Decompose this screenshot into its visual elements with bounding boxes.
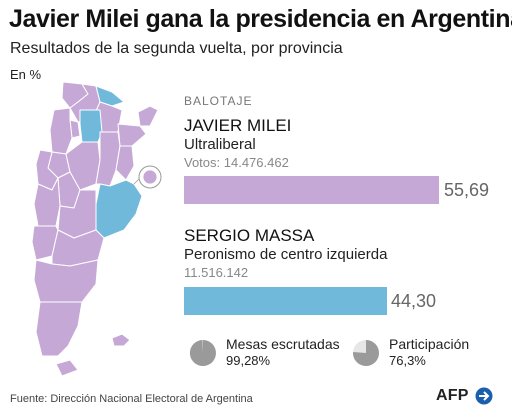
milei-result-bar [184,176,439,204]
province-corrientes [117,123,147,147]
unit-label: En % [10,67,42,82]
candidate-party: Ultraliberal [184,136,256,153]
participacion-value: 76,3% [389,353,426,368]
candidate-votes: 11.516.142 [184,265,249,280]
argentina-map [31,81,162,377]
province-cordoba [65,141,101,191]
islas-malvinas [111,333,131,347]
massa-percent: 44,30 [391,291,437,311]
afp-logo-text: AFP [436,387,469,404]
mesas-label: Mesas escrutadas [226,336,340,352]
province-mendoza [33,177,61,227]
massa-result-bar [184,287,387,315]
province-buenos-aires [95,179,143,239]
afp-logo-mark [475,387,493,405]
caba-region [142,169,158,185]
province-tierra-del-fuego [55,359,79,377]
province-entre-rios [115,145,135,181]
province-santa-fe [95,131,121,187]
afp-logo: AFP [436,387,493,405]
candidate-votes: Votos: 14.476.462 [184,155,289,170]
province-catamarca [49,107,73,155]
participacion-label: Participación [389,336,470,352]
candidate-name: SERGIO MASSA [184,226,315,245]
legend-section-label: BALOTAJE [184,94,253,108]
chart-subtitle: Resultados de la segunda vuelta, por pro… [10,40,343,57]
province-santiago-del-estero [79,109,103,143]
milei-percent: 55,69 [444,180,490,200]
candidate-name: JAVIER MILEI [184,116,292,135]
chart-title: Javier Milei gana la presidencia en Arge… [9,5,512,33]
source-note: Fuente: Dirección Nacional Electoral de … [10,393,253,405]
province-formosa [95,85,125,107]
mesas-value: 99,28% [226,353,271,368]
province-chubut [33,259,99,303]
candidate-party: Peronismo de centro izquierda [184,246,388,263]
province-santa-cruz [35,301,83,357]
mesas-pie-icon [189,340,216,366]
participacion-pie-icon [352,340,379,366]
province-misiones [137,105,159,127]
